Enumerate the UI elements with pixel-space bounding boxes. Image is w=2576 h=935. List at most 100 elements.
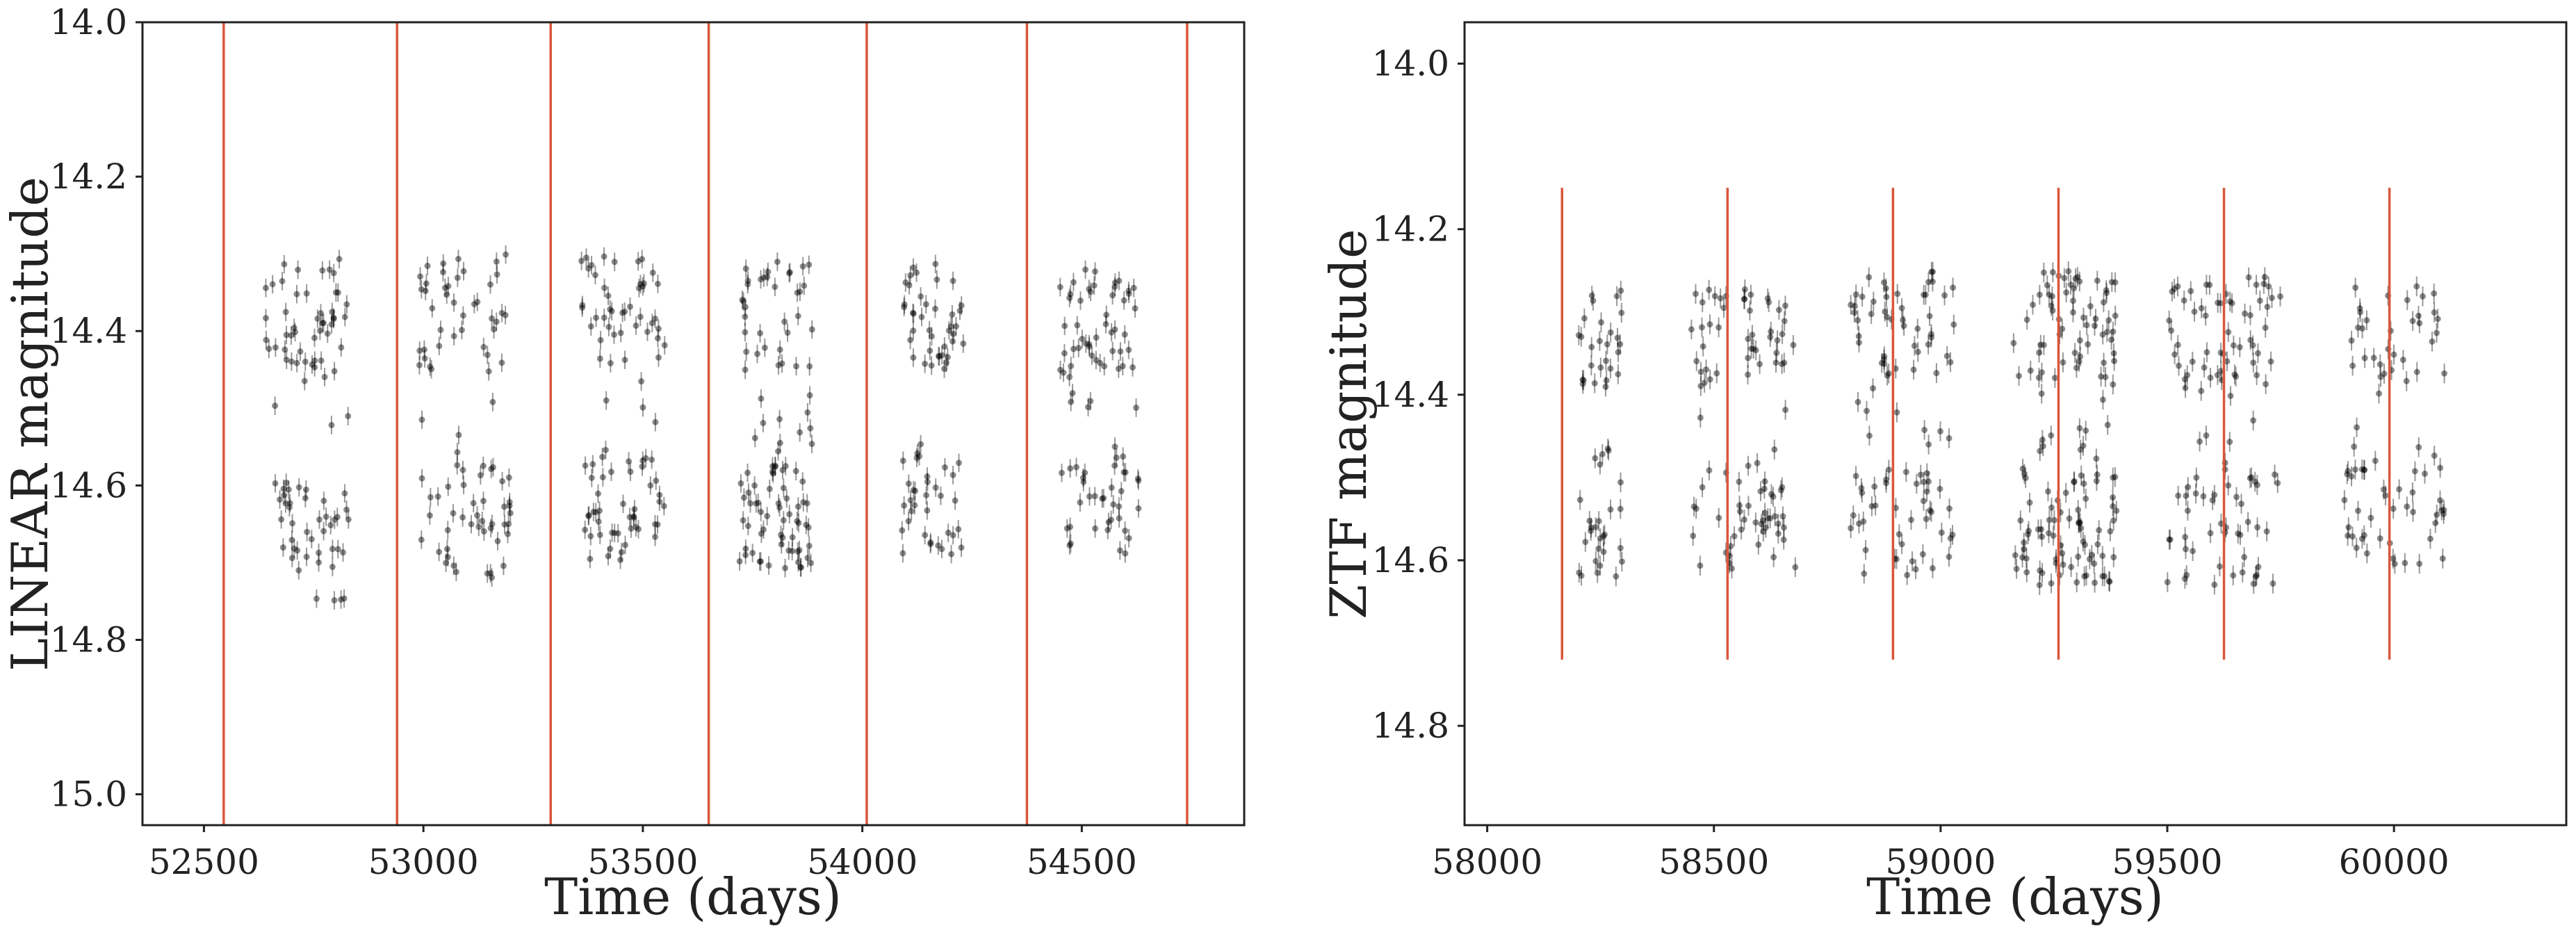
data-point xyxy=(480,456,487,475)
data-point xyxy=(1754,453,1761,473)
data-point xyxy=(2022,468,2029,488)
data-point xyxy=(1108,323,1115,342)
data-point xyxy=(1087,282,1094,302)
data-point xyxy=(2073,572,2080,592)
data-point xyxy=(2349,526,2356,546)
data-point xyxy=(1602,350,1609,371)
data-point xyxy=(2166,310,2173,331)
data-point xyxy=(1927,324,1934,344)
data-point xyxy=(277,490,284,509)
data-point xyxy=(2228,293,2235,314)
data-point xyxy=(443,539,450,558)
linear-vlines-layer xyxy=(222,22,1189,825)
data-point xyxy=(320,521,327,541)
data-point xyxy=(2225,475,2232,496)
data-point xyxy=(804,403,811,422)
data-point xyxy=(1731,526,1738,546)
data-point xyxy=(2071,472,2078,492)
data-point xyxy=(2183,565,2190,585)
data-point xyxy=(1591,373,1598,393)
data-point xyxy=(2432,513,2439,533)
data-point xyxy=(1590,291,1597,311)
data-point xyxy=(899,521,906,540)
data-point xyxy=(617,323,624,343)
data-point xyxy=(796,540,803,560)
data-point xyxy=(2024,524,2031,544)
data-point xyxy=(806,536,813,555)
data-point xyxy=(288,326,295,345)
data-point xyxy=(2377,354,2383,375)
data-point xyxy=(1881,346,1888,366)
data-point xyxy=(1093,328,1100,347)
data-point xyxy=(314,309,321,328)
data-point xyxy=(2021,539,2028,559)
data-point xyxy=(794,512,801,530)
data-point xyxy=(2067,275,2074,295)
data-point xyxy=(1770,487,1777,507)
data-point xyxy=(928,356,935,375)
data-point xyxy=(1578,565,1585,586)
data-point xyxy=(2076,351,2082,372)
data-point xyxy=(776,409,783,429)
data-point xyxy=(2253,365,2260,385)
data-point xyxy=(2349,355,2356,376)
data-point xyxy=(2103,280,2110,300)
data-point xyxy=(2357,302,2364,323)
data-point xyxy=(765,556,772,575)
data-point xyxy=(2101,566,2108,587)
data-point xyxy=(328,416,335,434)
data-point xyxy=(2269,574,2276,594)
data-point xyxy=(792,462,799,480)
data-point xyxy=(2036,284,2043,305)
data-point xyxy=(1850,505,1857,526)
data-point xyxy=(938,539,945,559)
data-point xyxy=(459,507,466,527)
data-point xyxy=(2048,573,2055,594)
data-point xyxy=(1772,352,1779,373)
data-point xyxy=(905,512,912,531)
data-point xyxy=(592,266,598,285)
data-point xyxy=(800,493,807,512)
data-point xyxy=(2108,330,2115,350)
data-point xyxy=(2203,425,2210,446)
data-point xyxy=(1752,512,1759,532)
data-point xyxy=(311,351,318,371)
data-point xyxy=(2078,465,2085,486)
data-point xyxy=(1130,358,1136,377)
data-point xyxy=(910,321,917,340)
data-point xyxy=(901,496,908,515)
data-point xyxy=(295,561,302,580)
data-point xyxy=(2015,366,2022,386)
data-point xyxy=(924,467,931,486)
data-point xyxy=(2075,500,2082,520)
data-point xyxy=(2088,544,2095,565)
data-point xyxy=(656,485,663,505)
data-point xyxy=(2068,557,2075,577)
data-point xyxy=(1938,522,1945,543)
data-point xyxy=(907,491,914,510)
data-point xyxy=(1768,321,1775,342)
data-point xyxy=(1926,306,1933,327)
data-point xyxy=(2082,421,2089,441)
data-point xyxy=(1777,480,1784,501)
data-point xyxy=(2038,362,2045,383)
data-point xyxy=(2112,466,2119,487)
data-point xyxy=(2035,367,2042,388)
data-point xyxy=(1595,511,1602,531)
data-point xyxy=(303,284,310,303)
data-point xyxy=(1618,302,1625,323)
data-point xyxy=(2101,352,2108,373)
data-point xyxy=(1717,288,1724,309)
data-point xyxy=(754,344,761,364)
data-point xyxy=(605,286,612,305)
data-point xyxy=(281,485,288,505)
data-point xyxy=(1885,363,1892,384)
data-point xyxy=(286,494,293,513)
data-point xyxy=(272,338,279,357)
data-point xyxy=(2110,374,2117,395)
data-point xyxy=(1592,551,1599,571)
data-point xyxy=(1772,506,1779,527)
data-point xyxy=(2250,352,2257,373)
data-point xyxy=(2415,437,2422,457)
data-point xyxy=(945,523,952,542)
